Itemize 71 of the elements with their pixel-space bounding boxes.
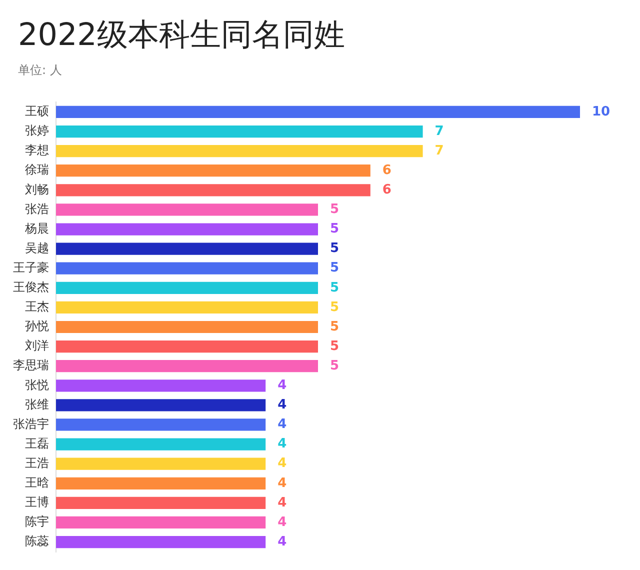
bar [56, 184, 370, 196]
bar [56, 164, 370, 177]
data-label: 4 [278, 476, 287, 491]
bar [56, 106, 580, 118]
bar [56, 418, 266, 431]
y-tick-label: 刘洋 [25, 338, 49, 353]
bar [56, 301, 318, 314]
data-label: 4 [278, 514, 287, 530]
data-label: 5 [330, 222, 340, 237]
y-tick-label: 孙悦 [25, 319, 49, 334]
y-tick-label: 王杰 [25, 300, 49, 314]
bar [56, 477, 266, 490]
data-label: 5 [330, 338, 340, 354]
bar [56, 438, 266, 450]
data-label: 5 [330, 241, 340, 256]
bar [56, 380, 266, 392]
y-tick-label: 刘畅 [25, 182, 49, 196]
chart-title: 2022级本科生同名同姓 [18, 16, 345, 55]
y-tick-label: 张维 [25, 397, 49, 412]
data-label: 5 [330, 319, 340, 334]
y-tick-label: 王晗 [25, 476, 49, 490]
y-tick-label: 王子豪 [13, 260, 49, 274]
y-tick-label: 王浩 [25, 456, 49, 470]
bar [56, 242, 318, 255]
y-tick-label: 徐瑞 [25, 162, 49, 177]
bar [56, 496, 266, 509]
bar [56, 223, 318, 236]
data-label: 4 [278, 417, 287, 432]
y-tick-label: 张浩宇 [13, 416, 49, 431]
bar [56, 320, 318, 334]
bar [56, 516, 266, 529]
data-label: 6 [382, 182, 392, 198]
bar [56, 536, 266, 548]
y-tick-label: 陈宇 [25, 514, 49, 529]
y-tick-label: 张悦 [25, 378, 49, 392]
data-label: 7 [434, 124, 444, 139]
chart-subtitle: 单位: 人 [18, 62, 62, 79]
bar [56, 262, 318, 274]
bar [56, 458, 266, 470]
data-label: 4 [278, 436, 287, 452]
bar [56, 399, 266, 412]
bar [56, 282, 318, 294]
y-tick-label: 李思瑞 [13, 358, 49, 372]
data-label: 4 [278, 398, 287, 413]
y-tick-label: 王硕 [25, 104, 49, 118]
bar [56, 340, 318, 353]
y-tick-label: 王俊杰 [13, 280, 49, 294]
bar [56, 360, 318, 372]
y-tick-label: 陈蕊 [25, 534, 49, 548]
y-tick-label: 张浩 [25, 202, 49, 216]
bar [56, 145, 423, 158]
data-label: 4 [278, 456, 287, 472]
data-label: 6 [382, 162, 392, 178]
data-label: 5 [330, 202, 340, 218]
bar [56, 125, 423, 138]
y-tick-label: 吴越 [25, 240, 49, 255]
y-tick-label: 李想 [25, 143, 49, 158]
bar [56, 204, 318, 216]
data-label: 5 [330, 358, 340, 374]
data-label: 4 [278, 495, 287, 510]
data-label: 5 [330, 280, 340, 296]
data-label: 4 [278, 534, 287, 550]
data-label: 4 [278, 378, 287, 394]
data-label: 7 [434, 143, 444, 158]
data-label: 5 [330, 260, 340, 276]
y-tick-label: 王磊 [25, 436, 49, 450]
y-tick-label: 王博 [25, 495, 49, 510]
y-tick-label: 杨晨 [24, 221, 49, 236]
data-label: 10 [592, 104, 610, 120]
data-label: 5 [330, 300, 340, 315]
y-tick-label: 张婷 [25, 124, 49, 138]
